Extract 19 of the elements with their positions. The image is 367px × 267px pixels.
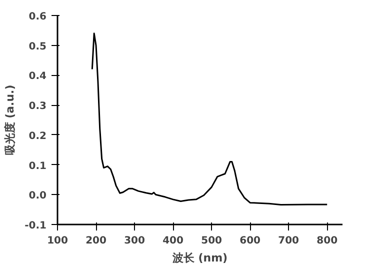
line-series: [91, 32, 328, 206]
x-tick-label: 400: [162, 236, 184, 246]
x-tick-label: 500: [201, 236, 222, 246]
y-tick-label: 0.6: [28, 12, 47, 22]
y-tick-label: 0.0: [28, 190, 47, 202]
x-axis-title: 波长 (nm): [171, 252, 228, 264]
y-tick-label: 0.3: [28, 101, 47, 112]
x-tick-label: 100: [47, 236, 68, 246]
y-tick-label: 0.5: [28, 41, 47, 52]
y-tick-label: 0.4: [28, 71, 47, 82]
y-tick-label: 0.2: [28, 130, 47, 142]
x-tick-label: 700: [278, 236, 300, 246]
y-tick-label: 0.1: [28, 160, 47, 172]
x-tick-label: 800: [316, 236, 338, 246]
x-tick-label: 600: [240, 236, 261, 246]
x-tick-label: 200: [86, 236, 106, 246]
x-tick-label: 300: [124, 236, 146, 246]
y-tick-label: -0.1: [24, 220, 47, 232]
y-axis-title: 吸光度 (a.u.): [4, 84, 17, 156]
